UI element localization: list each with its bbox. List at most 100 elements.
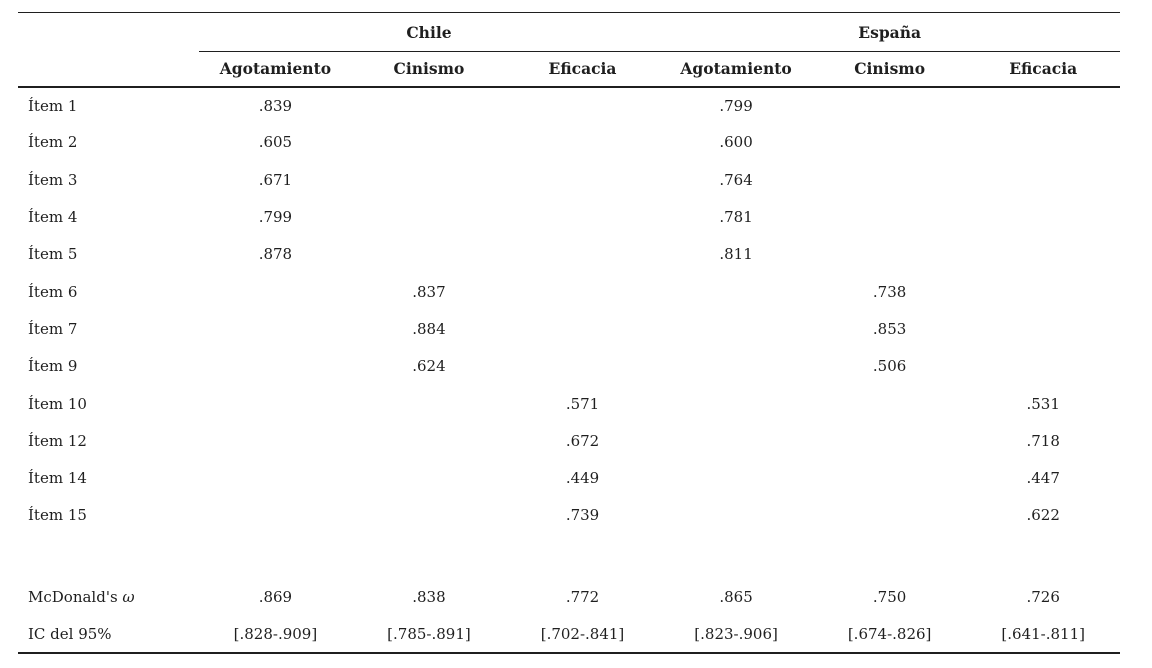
cell-value [199,385,353,422]
cell-value [199,348,353,385]
cell-value [813,385,967,422]
cell-value [659,422,813,459]
table-row: McDonald's ω .869 .838 .772 .865 .750 .726 [18,578,1120,615]
row-label: Ítem 15 [28,506,87,525]
country-group-row: Chile España [18,12,1120,52]
cell-value [506,310,660,347]
reliability-table: Chile España Agotamiento Cinismo Eficaci… [18,12,1120,654]
table-row: Ítem 15 .739 .622 [18,497,1120,534]
table-row: Ítem 3 .671 .764 [18,161,1120,198]
row-label: Ítem 14 [28,469,87,488]
spacer-cell [18,534,1120,578]
cell-value [352,236,506,273]
cell-value [352,385,506,422]
cell-value: .531 [1026,394,1060,413]
cell-value [813,87,967,124]
cell-value: [.828-.909] [233,624,318,643]
cell-value [199,459,353,496]
cell-value [966,87,1120,124]
row-label: Ítem 12 [28,431,87,450]
column-header-agotamiento-espana: Agotamiento [659,51,813,88]
table-row: Ítem 4 .799 .781 [18,198,1120,235]
cell-value: .624 [412,357,446,376]
cell-value [352,87,506,124]
cell-value [506,348,660,385]
cell-value [659,273,813,310]
table-header: Chile España Agotamiento Cinismo Eficaci… [18,12,1120,88]
reliability-table-container: Chile España Agotamiento Cinismo Eficaci… [18,12,1120,654]
row-label: Ítem 4 [28,208,78,227]
spacer-row [18,534,1120,578]
cell-value [506,161,660,198]
table-row: Ítem 7 .884 .853 [18,310,1120,347]
cell-value: .865 [719,587,753,606]
group-header-espana: España [659,12,1120,52]
cell-value [813,161,967,198]
corner-cell [18,51,199,88]
cell-value [659,497,813,534]
row-label: Ítem 10 [28,394,87,413]
row-label: Ítem 1 [28,96,78,115]
cell-value: .571 [565,394,600,413]
cell-value: .839 [258,96,293,115]
table-row: Ítem 6 .837 .738 [18,273,1120,310]
cell-value [199,497,353,534]
table-row: Ítem 1 .839 .799 [18,87,1120,124]
cell-value: .764 [719,170,753,189]
table-body: Ítem 1 .839 .799 Ítem 2 .605 .600 Ítem 3 .671 .7… [18,87,1120,653]
cell-value: .799 [258,208,293,227]
cell-value: .884 [412,319,446,338]
cell-value: .738 [872,282,907,301]
row-label: Ítem 2 [28,133,78,152]
table-row: Ítem 10 .571 .531 [18,385,1120,422]
cell-value: .726 [1026,587,1060,606]
cell-value: [.641-.811] [1001,624,1085,643]
cell-value: .838 [412,587,446,606]
table-row: Ítem 2 .605 .600 [18,124,1120,161]
cell-value [659,385,813,422]
cell-value: [.702-.841] [540,624,625,643]
cell-value: .506 [872,357,907,376]
cell-value: .781 [719,208,753,227]
cell-value [199,273,353,310]
cell-value: .605 [258,133,293,152]
cell-value: .837 [412,282,446,301]
cell-value: .671 [258,170,293,189]
cell-value [813,422,967,459]
cell-value [352,198,506,235]
cell-value [813,198,967,235]
corner-cell [18,13,199,52]
cell-value [199,422,353,459]
row-label: Ítem 5 [28,245,78,264]
cell-value [659,348,813,385]
cell-value: .799 [719,96,753,115]
cell-value [966,124,1120,161]
table-row: Ítem 9 .624 .506 [18,348,1120,385]
column-header-cinismo-espana: Cinismo [812,51,967,88]
cell-value: .718 [1026,431,1060,450]
cell-value [966,236,1120,273]
row-label: Ítem 7 [28,319,78,338]
cell-value: .750 [872,587,907,606]
row-label: IC del 95% [28,624,112,643]
cell-value [813,459,967,496]
cell-value [659,310,813,347]
cell-value: [.674-.826] [847,624,932,643]
column-header-eficacia-chile: Eficacia [505,51,660,88]
cell-value [966,161,1120,198]
cell-value [659,459,813,496]
dimension-header-row: Agotamiento Cinismo Eficacia Agotamiento… [18,51,1120,88]
cell-value: .739 [565,506,600,525]
row-label: Ítem 9 [28,357,78,376]
cell-value [813,497,967,534]
cell-value [506,236,660,273]
cell-value [506,124,660,161]
table-row: IC del 95% [.828-.909] [.785-.891] [.702-.8… [18,615,1120,652]
cell-value [506,198,660,235]
cell-value [966,198,1120,235]
column-header-cinismo-chile: Cinismo [352,51,506,88]
cell-value: .622 [1026,506,1060,525]
cell-value: .672 [565,431,600,450]
cell-value: .600 [719,133,753,152]
cell-value [352,161,506,198]
